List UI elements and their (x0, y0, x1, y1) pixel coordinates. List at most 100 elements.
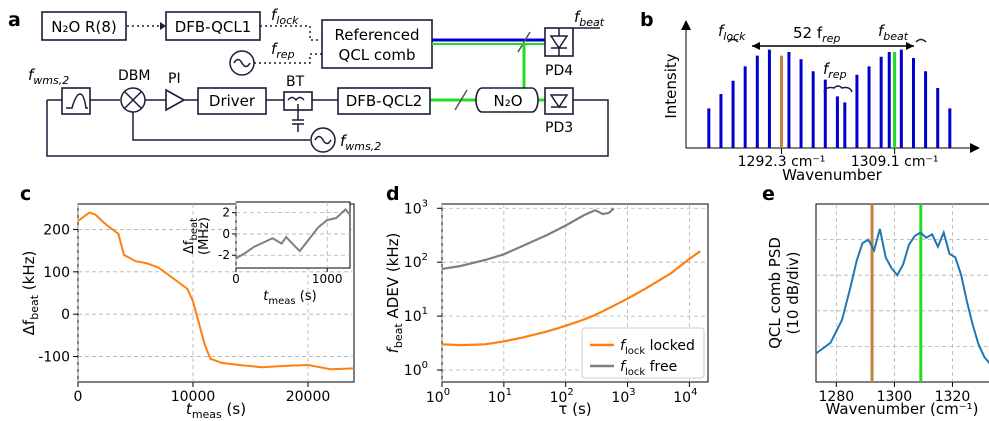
pi-label: PI (168, 71, 181, 87)
e-series-line (815, 228, 989, 365)
c-inset-xlabel: tmeas (s) (263, 289, 316, 307)
link-frep (254, 53, 322, 64)
d-xtick-label: 104 (673, 387, 697, 406)
sine-icon (233, 58, 251, 68)
d-ytick-exp: 3 (422, 198, 428, 209)
b-ticks: 1292.3 cm⁻¹ 1309.1 cm⁻¹ (738, 148, 939, 170)
mixer-cross-icon (124, 91, 142, 109)
comb-label-1: Referenced (334, 26, 419, 44)
n2o-ref-label: N₂O R(8) (51, 18, 116, 36)
e-grid (816, 204, 989, 382)
d-ytick-label: 100 (404, 360, 428, 379)
beamsplitter-top (517, 31, 531, 53)
panel-a-schematic: a N₂O R(8) DFB-QCL1 flock Referenced QCL… (8, 6, 609, 157)
c-ticks: 0 10000 20000 -100 0 100 200 (38, 222, 330, 405)
panel-c-label: c (20, 183, 31, 205)
d-ytick-label: 101 (404, 306, 428, 325)
d-plot-frame (441, 203, 709, 383)
ci-xtick-label: 0 (232, 272, 240, 286)
e-ticks: 1280 1300 1320 (819, 382, 971, 405)
bandpass-icon (66, 93, 88, 109)
c-ytick-label: -100 (38, 350, 70, 366)
b-y-arrow-icon (681, 20, 691, 30)
driver-label: Driver (209, 92, 256, 110)
qcl2-label: DFB-QCL2 (346, 92, 423, 110)
e-plot-frame (815, 203, 989, 383)
bt-label: BT (286, 74, 305, 90)
panel-e-label: e (762, 183, 775, 205)
d-ytick-label: 102 (404, 252, 428, 271)
c-inset-frame (235, 201, 351, 269)
c-inset-line (235, 208, 351, 260)
pd3-box (544, 87, 574, 115)
b-ylabel: Intensity (662, 53, 680, 118)
gas-cell-label: N₂O (493, 92, 522, 110)
c-xtick-label: 0 (74, 389, 83, 405)
d-ytick-label: 103 (404, 198, 428, 217)
e-xtick-label: 1320 (935, 389, 971, 405)
b-x-arrow-icon (970, 143, 980, 153)
d-xtick-label: 103 (611, 387, 635, 406)
d-xlabel: τ (s) (558, 400, 591, 418)
fwms-label: fwms,2 (28, 66, 69, 87)
e-ylabel-1: QCL comb PSD (766, 237, 784, 349)
d-xtick-exp: 4 (691, 387, 697, 398)
c-ytick-label: 0 (61, 307, 70, 323)
d-ytick-exp: 0 (422, 360, 428, 371)
b-flock-brace-icon (727, 38, 739, 43)
lo-wire (132, 112, 310, 141)
c-ylabel: Δfbeat (kHz) (20, 251, 41, 336)
c-inset-yunit: (MHz) (197, 217, 212, 255)
b-frep-brace-icon (823, 85, 853, 93)
e-xtick-label: 1280 (819, 389, 855, 405)
c-inset-ticks: 0 1000-202 (218, 206, 342, 286)
c-grid (77, 204, 354, 382)
ci-ytick-label: 2 (222, 206, 230, 220)
n2o-ref-box (41, 11, 127, 41)
b-flock-label: flock (718, 22, 746, 43)
d-xtick-exp: 1 (506, 387, 512, 398)
b-comb-lines (707, 49, 952, 148)
d-ytick-exp: 1 (422, 306, 428, 317)
d-xtick-exp: 2 (567, 387, 573, 398)
photodiode-icon-2 (549, 94, 569, 109)
panel-e: e 1280 1300 1320 Wavenumber (cm⁻¹) QCL com… (762, 183, 989, 418)
b-tick-label: 1292.3 cm⁻¹ (738, 154, 826, 170)
e-ylabel-2: (10 dB/div) (784, 252, 802, 335)
d-xtick-label: 101 (488, 387, 512, 406)
c-xlabel: tmeas (s) (186, 400, 246, 421)
d-legend-free: flock free (620, 359, 677, 378)
pd3-label: PD3 (545, 120, 573, 136)
b-span-label: 52 frep (793, 24, 840, 45)
fbeat-label: fbeat (574, 8, 605, 29)
d-ylabel: fbeat ADEV (kHz) (384, 233, 405, 354)
comb-label-2: QCL comb (339, 46, 416, 64)
d-xtick-label: 100 (426, 387, 450, 406)
panel-d-label: d (386, 183, 400, 205)
arrowhead-icon (160, 22, 166, 30)
sine-icon-2 (314, 135, 332, 145)
panel-a-label: a (8, 9, 21, 31)
pi-amplifier-icon (165, 88, 186, 112)
comb-box (321, 19, 433, 69)
d-legend-locked: flock locked (620, 338, 695, 357)
photodiode-icon (549, 28, 569, 56)
c-plot-frame (77, 203, 355, 383)
c-inset-ylabel: Δfbeat (182, 218, 200, 254)
ci-ytick-label: -2 (218, 248, 230, 262)
link-qcl1-comb (260, 25, 322, 41)
b-xlabel: Wavenumber (782, 166, 883, 184)
driver-box (197, 87, 267, 115)
b-tick-label: 1309.1 cm⁻¹ (851, 154, 939, 170)
d-xtick-exp: 3 (629, 387, 635, 398)
d-series-line-1 (441, 207, 615, 270)
beamsplitter-bottom (454, 89, 468, 111)
b-fbeat-brace-icon (915, 38, 927, 43)
panel-b: b Intensity Wavenumber 1292.3 cm⁻¹ 1309.1… (640, 9, 980, 184)
bias-tee-icon (287, 96, 305, 125)
qcl2-box (337, 87, 431, 115)
dbm-label: DBM (118, 68, 150, 84)
